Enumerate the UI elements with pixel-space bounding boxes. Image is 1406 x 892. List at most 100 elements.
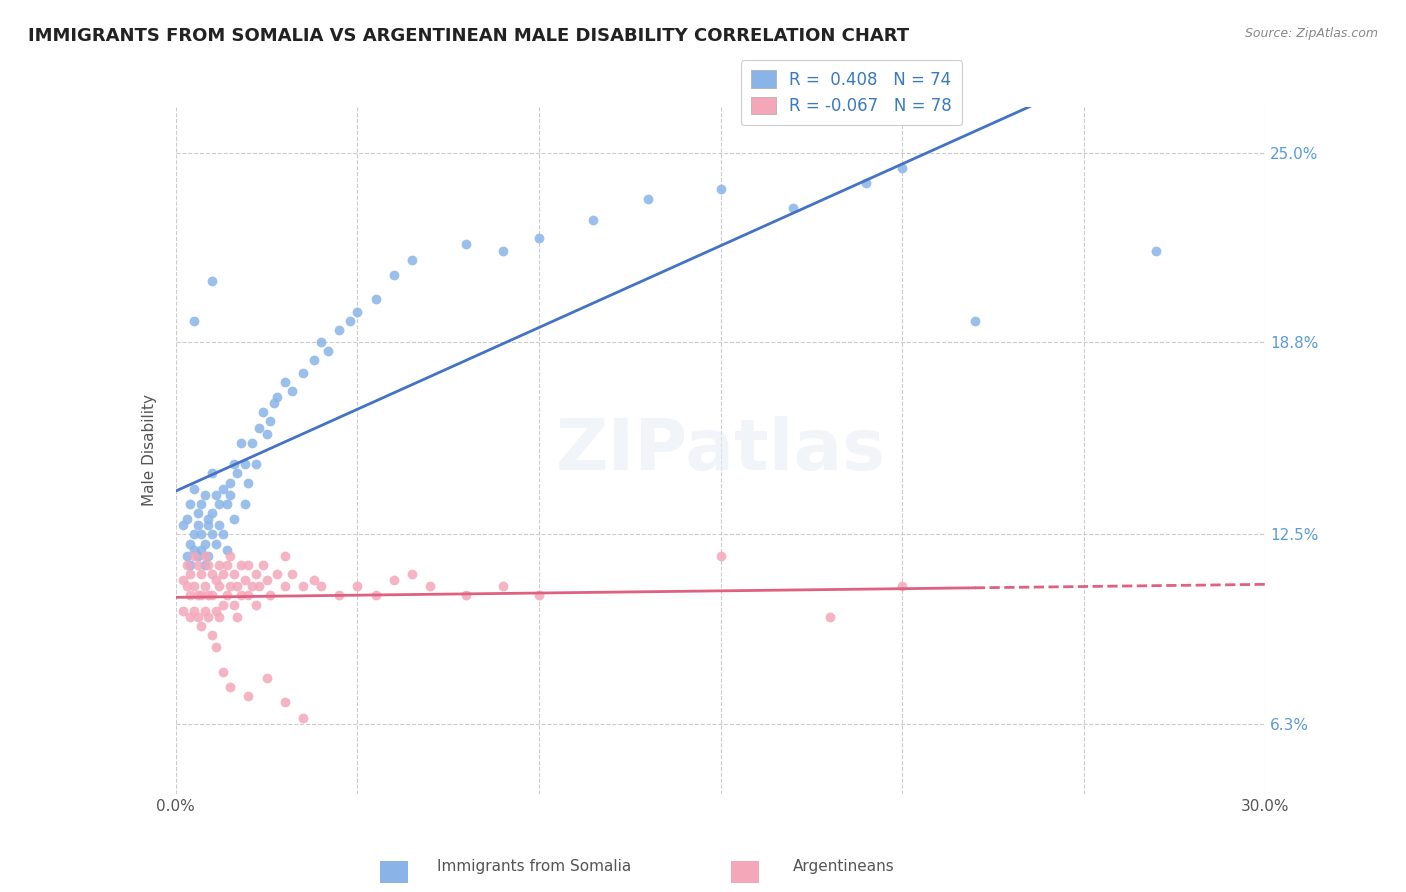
Point bbox=[456, 589, 478, 603]
Point bbox=[190, 589, 212, 603]
Point bbox=[346, 304, 368, 318]
Point bbox=[782, 201, 804, 215]
Point bbox=[256, 573, 278, 587]
Point bbox=[382, 573, 405, 587]
Point bbox=[183, 542, 205, 557]
Point bbox=[194, 536, 217, 550]
Point bbox=[190, 497, 212, 511]
Point bbox=[186, 506, 209, 520]
Point bbox=[252, 558, 274, 572]
Point bbox=[194, 549, 217, 563]
Point bbox=[201, 589, 224, 603]
Point bbox=[204, 536, 226, 550]
Point bbox=[259, 414, 281, 428]
Point bbox=[281, 384, 304, 398]
Point bbox=[208, 518, 231, 533]
Point bbox=[245, 598, 267, 612]
Point bbox=[256, 671, 278, 685]
Point bbox=[238, 589, 260, 603]
Point bbox=[172, 518, 194, 533]
Point bbox=[183, 482, 205, 496]
Point bbox=[364, 589, 387, 603]
Point bbox=[219, 475, 242, 490]
Text: Argentineans: Argentineans bbox=[793, 859, 894, 874]
Point bbox=[183, 314, 205, 328]
Point bbox=[231, 589, 253, 603]
Point bbox=[419, 579, 441, 593]
Point bbox=[274, 549, 297, 563]
Point bbox=[176, 549, 198, 563]
Point bbox=[226, 579, 249, 593]
Text: ZIPatlas: ZIPatlas bbox=[555, 416, 886, 485]
Point bbox=[302, 353, 325, 368]
Point bbox=[274, 695, 297, 709]
Point bbox=[212, 598, 235, 612]
Point bbox=[222, 598, 245, 612]
Point bbox=[179, 610, 201, 624]
Point bbox=[204, 640, 226, 655]
Point bbox=[212, 482, 235, 496]
Point bbox=[186, 558, 209, 572]
Point bbox=[219, 488, 242, 502]
Point bbox=[183, 604, 205, 618]
Legend: R =  0.408   N = 74, R = -0.067   N = 78: R = 0.408 N = 74, R = -0.067 N = 78 bbox=[741, 61, 962, 125]
Point bbox=[190, 567, 212, 582]
Point bbox=[259, 589, 281, 603]
Point bbox=[208, 579, 231, 593]
Point bbox=[222, 567, 245, 582]
Point bbox=[194, 604, 217, 618]
Point bbox=[281, 567, 304, 582]
Point bbox=[291, 366, 314, 380]
Point bbox=[240, 579, 263, 593]
Point bbox=[172, 573, 194, 587]
Point bbox=[197, 589, 219, 603]
Point bbox=[318, 344, 340, 359]
Point bbox=[176, 558, 198, 572]
Text: Immigrants from Somalia: Immigrants from Somalia bbox=[437, 859, 631, 874]
Point bbox=[186, 589, 209, 603]
Point bbox=[256, 426, 278, 441]
Point bbox=[274, 579, 297, 593]
Point bbox=[263, 396, 285, 410]
Point bbox=[212, 567, 235, 582]
Point bbox=[204, 573, 226, 587]
Point bbox=[208, 558, 231, 572]
Point bbox=[215, 497, 238, 511]
Point bbox=[274, 375, 297, 389]
Point bbox=[212, 527, 235, 541]
Point bbox=[247, 579, 270, 593]
Point bbox=[364, 293, 387, 307]
Point bbox=[233, 457, 256, 471]
Point bbox=[176, 579, 198, 593]
Point bbox=[190, 619, 212, 633]
Point bbox=[183, 579, 205, 593]
Point bbox=[186, 610, 209, 624]
Point bbox=[219, 579, 242, 593]
Point bbox=[1146, 244, 1168, 258]
Point bbox=[201, 506, 224, 520]
Point bbox=[238, 558, 260, 572]
Point bbox=[201, 527, 224, 541]
Point bbox=[186, 518, 209, 533]
Point bbox=[266, 567, 288, 582]
Point bbox=[201, 567, 224, 582]
Point bbox=[194, 488, 217, 502]
Point bbox=[238, 475, 260, 490]
Point bbox=[208, 610, 231, 624]
Point bbox=[194, 558, 217, 572]
Point bbox=[291, 579, 314, 593]
Point bbox=[201, 628, 224, 642]
Point bbox=[231, 435, 253, 450]
Point bbox=[963, 314, 986, 328]
Point bbox=[231, 558, 253, 572]
Point bbox=[492, 244, 515, 258]
Point bbox=[891, 161, 914, 175]
Point bbox=[179, 536, 201, 550]
Point bbox=[226, 610, 249, 624]
Y-axis label: Male Disability: Male Disability bbox=[142, 394, 157, 507]
Point bbox=[710, 182, 733, 196]
Point bbox=[302, 573, 325, 587]
Point bbox=[252, 405, 274, 419]
Point bbox=[219, 680, 242, 694]
Point bbox=[201, 467, 224, 481]
